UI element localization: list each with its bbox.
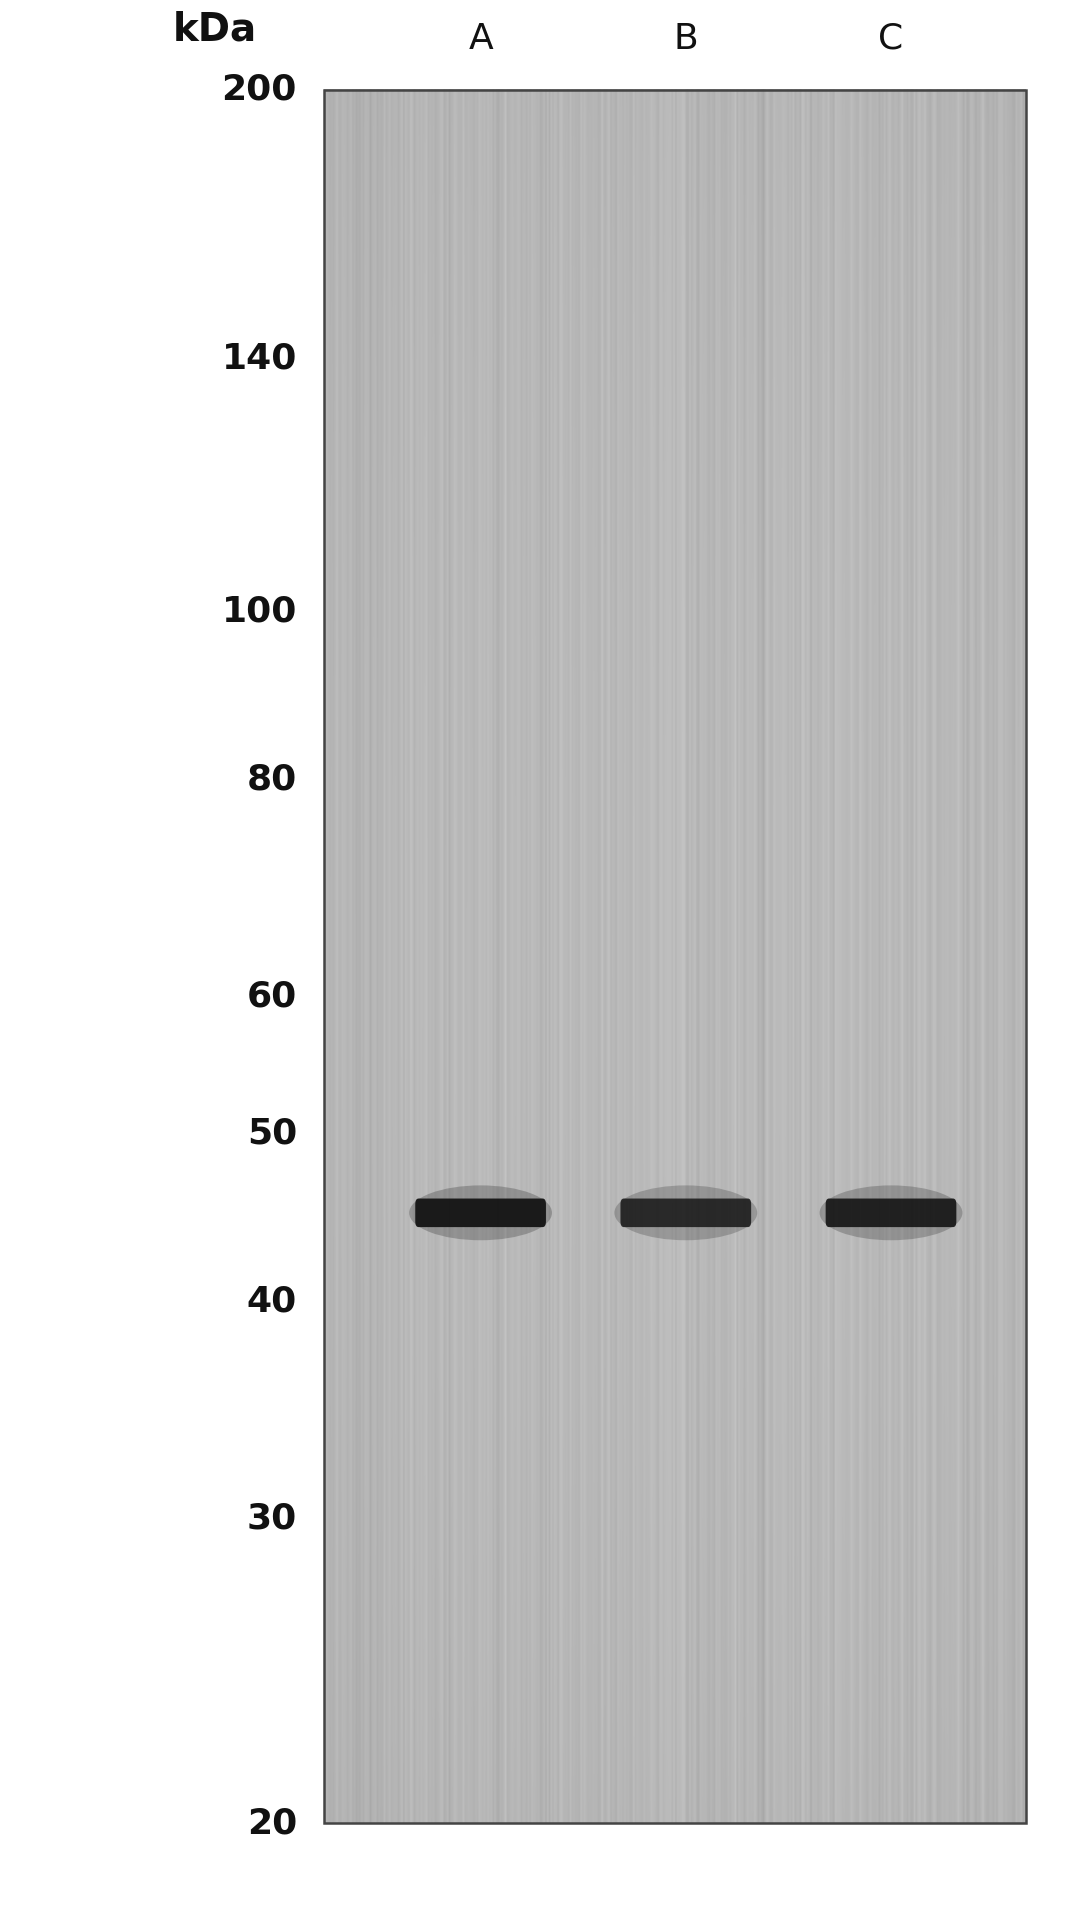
Text: kDa: kDa [173,10,257,48]
FancyBboxPatch shape [620,1199,752,1227]
Ellipse shape [409,1185,552,1241]
Text: 60: 60 [246,979,297,1014]
Ellipse shape [615,1185,757,1241]
Text: 100: 100 [221,596,297,628]
Text: 80: 80 [246,764,297,796]
Ellipse shape [820,1185,962,1241]
Text: 200: 200 [221,73,297,107]
Text: 40: 40 [246,1285,297,1319]
Text: A: A [469,21,492,55]
Text: 20: 20 [246,1806,297,1840]
Text: 30: 30 [246,1500,297,1535]
Text: B: B [674,21,698,55]
Text: C: C [878,21,904,55]
Bar [324,90,1026,1823]
FancyBboxPatch shape [415,1199,546,1227]
Text: 140: 140 [221,342,297,376]
FancyBboxPatch shape [825,1199,957,1227]
Text: 50: 50 [246,1117,297,1151]
